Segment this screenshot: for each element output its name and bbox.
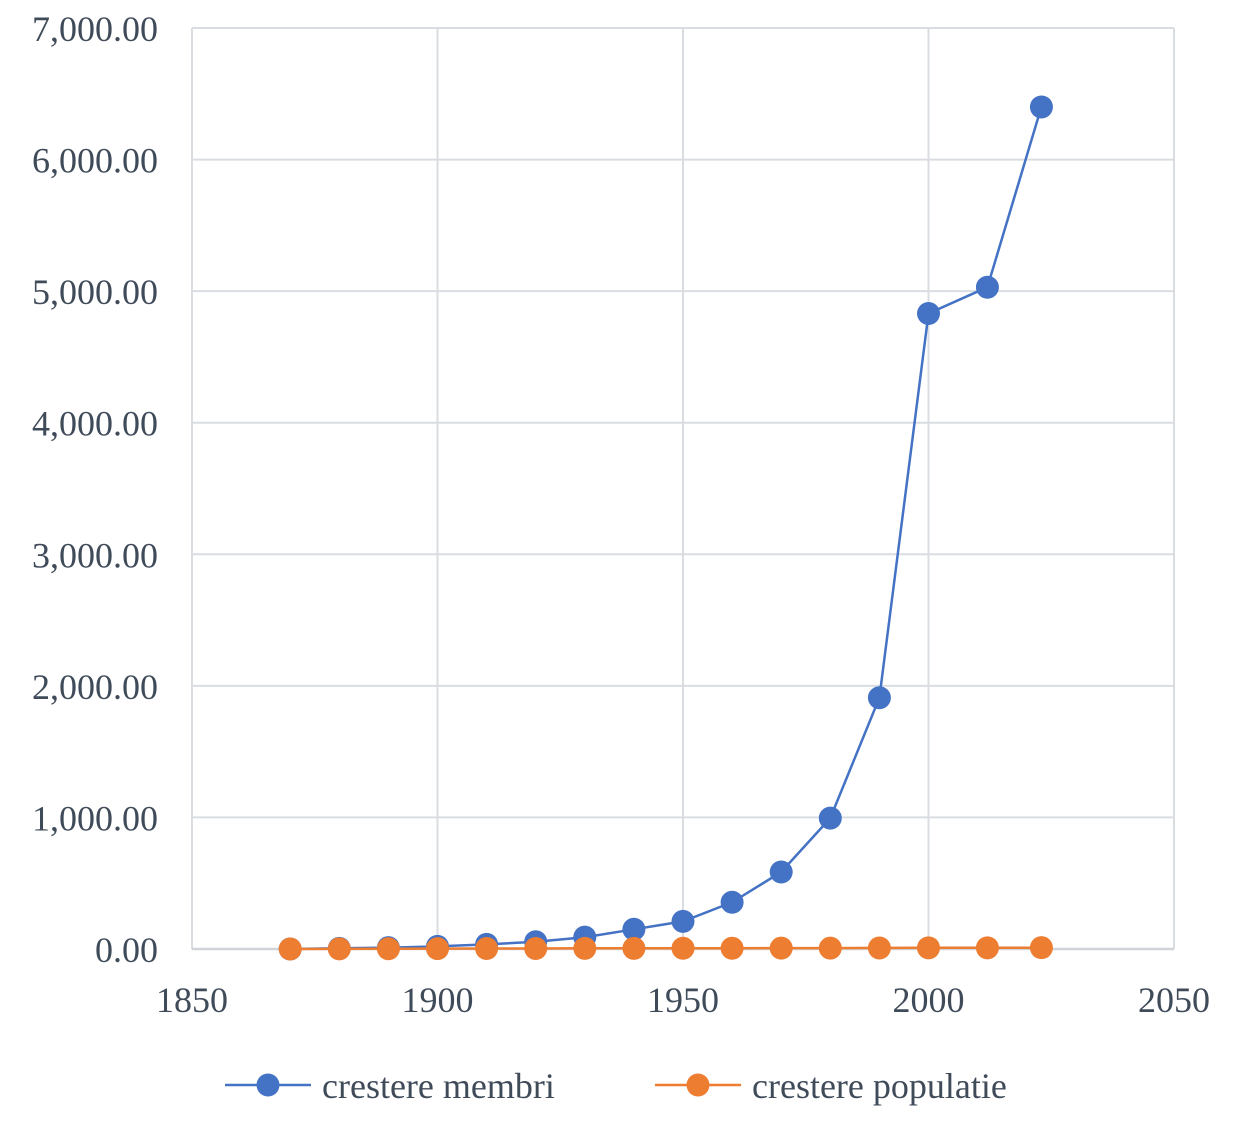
x-tick-label: 1950 (647, 980, 719, 1020)
x-tick-label: 2000 (893, 980, 965, 1020)
data-point (769, 936, 793, 960)
legend-entry: crestere populatie (655, 1066, 1007, 1106)
data-point (818, 806, 842, 830)
x-tick-label: 1900 (402, 980, 474, 1020)
legend-label: crestere membri (322, 1066, 555, 1106)
y-tick-labels: 0.00 1,000.00 2,000.00 3,000.00 4,000.00 5,00… (32, 9, 158, 970)
data-point (720, 890, 744, 914)
data-point (524, 936, 548, 960)
data-point (671, 936, 695, 960)
data-point (975, 275, 999, 299)
series-crestere-populatie (278, 936, 1053, 961)
x-tick-label: 1850 (156, 980, 228, 1020)
y-tick-label: 0.00 (95, 930, 158, 970)
data-point (867, 936, 891, 960)
data-point (573, 936, 597, 960)
data-point (426, 937, 449, 961)
data-point (327, 937, 351, 961)
data-point (671, 909, 695, 933)
x-tick-label: 2050 (1138, 980, 1210, 1020)
series-layer (278, 95, 1053, 961)
data-point (622, 936, 646, 960)
data-point (1029, 936, 1053, 960)
legend-entry: crestere membri (225, 1066, 555, 1106)
series-line (290, 106, 1043, 951)
legend: crestere membri crestere populatie (225, 1066, 1007, 1106)
y-tick-label: 5,000.00 (32, 272, 158, 312)
data-point (975, 936, 999, 960)
data-point (720, 936, 744, 960)
data-point (622, 917, 646, 941)
legend-label: crestere populatie (752, 1066, 1007, 1106)
y-tick-label: 1,000.00 (32, 798, 158, 838)
legend-marker (686, 1073, 710, 1097)
data-point (1029, 95, 1053, 119)
data-point (867, 686, 891, 710)
y-tick-label: 7,000.00 (32, 9, 158, 49)
y-tick-label: 6,000.00 (32, 141, 158, 181)
series-line (290, 946, 1042, 951)
data-point (769, 860, 793, 884)
y-tick-label: 4,000.00 (32, 404, 158, 444)
series-crestere-membri (278, 95, 1053, 961)
data-point (917, 936, 940, 960)
y-tick-label: 2,000.00 (32, 667, 158, 707)
grid (191, 27, 1175, 949)
data-point (475, 936, 499, 960)
data-point (376, 937, 400, 961)
data-point (278, 937, 302, 961)
data-point (818, 936, 842, 960)
x-tick-labels: 1850 1900 1950 2000 2050 (156, 980, 1210, 1020)
data-point (917, 302, 940, 326)
legend-marker (256, 1073, 280, 1097)
y-tick-label: 3,000.00 (32, 535, 158, 575)
